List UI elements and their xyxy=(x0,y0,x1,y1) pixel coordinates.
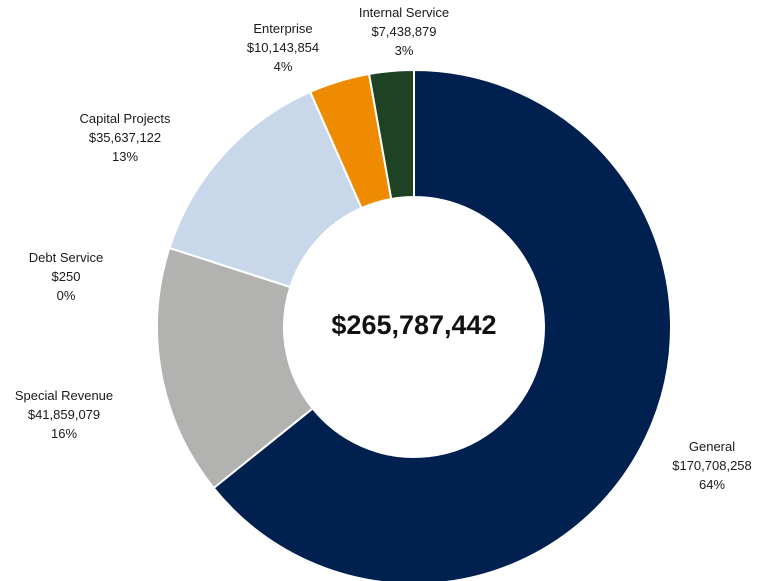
slice-label-internal-service: Internal Service $7,438,879 3% xyxy=(359,5,449,58)
slice-label-name: Capital Projects xyxy=(79,111,171,126)
slice-label-percent: 16% xyxy=(51,426,77,441)
slice-general xyxy=(212,68,672,581)
slice-label-special-revenue: Special Revenue $41,859,079 16% xyxy=(15,388,113,441)
slice-label-amount: $35,637,122 xyxy=(89,130,161,145)
slice-label-percent: 0% xyxy=(57,288,76,303)
slice-label-amount: $10,143,854 xyxy=(247,40,319,55)
slice-label-name: Internal Service xyxy=(359,5,449,20)
slice-label-debt-service: Debt Service $250 0% xyxy=(29,250,103,303)
labels-layer: General $170,708,258 64% Special Revenue $41… xyxy=(15,5,752,492)
slice-label-amount: $250 xyxy=(52,269,81,284)
slice-label-general: General $170,708,258 64% xyxy=(672,439,752,492)
slice-label-name: Debt Service xyxy=(29,250,103,265)
slice-label-amount: $41,859,079 xyxy=(28,407,100,422)
slice-label-name: Special Revenue xyxy=(15,388,113,403)
slice-label-name: General xyxy=(689,439,735,454)
slice-special-revenue xyxy=(156,246,315,490)
slice-label-percent: 13% xyxy=(112,149,138,164)
slice-label-capital-projects: Capital Projects $35,637,122 13% xyxy=(79,111,171,164)
slice-label-percent: 3% xyxy=(395,43,414,58)
slice-internal-service xyxy=(367,68,415,201)
slice-label-amount: $7,438,879 xyxy=(371,24,436,39)
slice-label-name: Enterprise xyxy=(253,21,312,36)
slice-label-percent: 4% xyxy=(274,59,293,74)
center-total-label: $265,787,442 xyxy=(331,310,496,340)
slice-label-amount: $170,708,258 xyxy=(672,458,752,473)
slice-label-percent: 64% xyxy=(699,477,725,492)
slice-capital-projects xyxy=(168,90,363,289)
slice-label-enterprise: Enterprise $10,143,854 4% xyxy=(247,21,319,74)
slices-layer xyxy=(156,68,672,581)
